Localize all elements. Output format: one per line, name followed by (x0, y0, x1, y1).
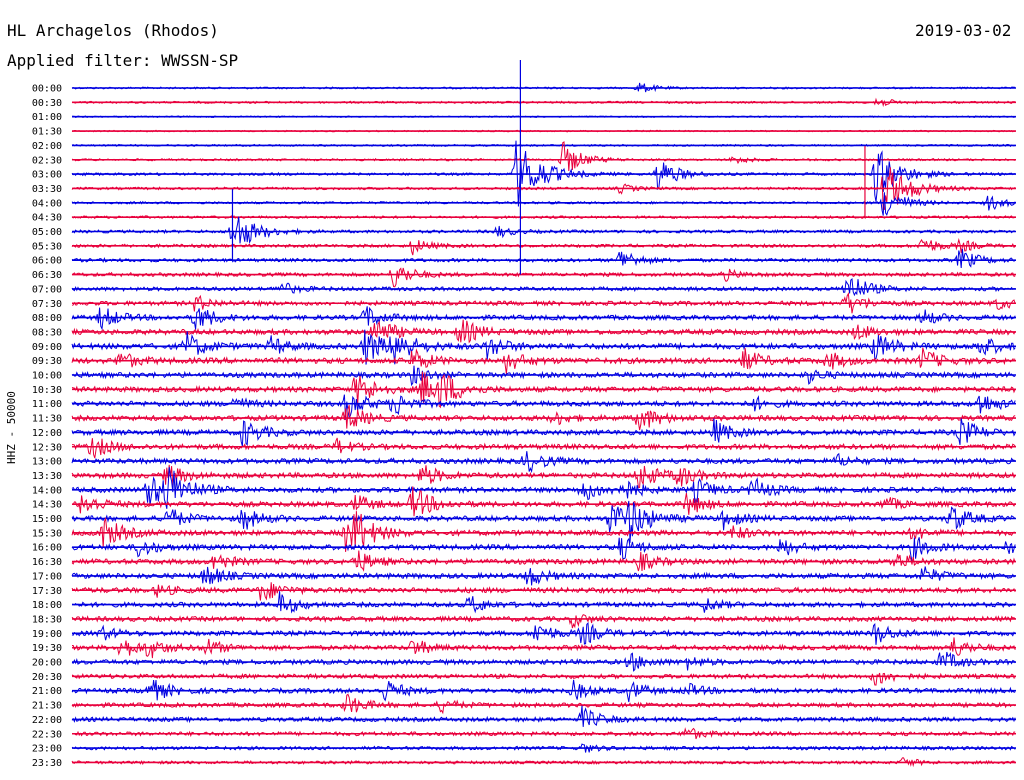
trace-row (71, 267, 1016, 288)
row-time-label: 04:00 (32, 198, 62, 209)
trace-row (72, 437, 1016, 459)
trace-row (71, 591, 1016, 614)
row-time-label: 14:00 (32, 485, 62, 496)
row-time-label: 22:00 (32, 715, 62, 726)
trace-row (71, 347, 1016, 375)
date-label: 2019-03-02 (915, 21, 1012, 40)
trace-row (71, 365, 1016, 387)
trace-row (71, 651, 1016, 672)
row-time-label: 09:30 (32, 356, 62, 367)
row-time-label: 07:00 (32, 284, 62, 295)
row-time-label: 14:30 (32, 500, 62, 511)
trace-row (71, 757, 1016, 768)
spikes (231, 60, 866, 275)
row-time-label: 03:00 (32, 170, 62, 181)
trace-row (71, 237, 1016, 256)
row-time-label: 09:00 (32, 342, 62, 353)
row-time-label: 02:00 (32, 141, 62, 152)
row-time-label: 19:00 (32, 629, 62, 640)
trace-row (71, 464, 1016, 488)
row-time-label: 23:00 (32, 744, 62, 755)
row-time-label: 05:30 (32, 241, 62, 252)
row-time-label: 04:30 (32, 213, 62, 224)
row-time-label: 15:30 (32, 528, 62, 539)
trace-row (71, 582, 1016, 601)
trace-row (71, 248, 1016, 269)
row-time-label: 15:00 (32, 514, 62, 525)
row-time-label: 03:30 (32, 184, 62, 195)
trace-row (72, 637, 1016, 659)
row-time-label: 07:30 (32, 299, 62, 310)
trace-rows: 00:00 00:30 01:00 01:30 02:00 02:30 03:00 03:30… (32, 82, 1016, 769)
row-time-label: 21:00 (32, 686, 62, 697)
trace-row (71, 319, 1016, 344)
row-time-label: 06:00 (32, 256, 62, 267)
row-time-label: 12:00 (32, 428, 62, 439)
row-time-label: 16:00 (32, 543, 62, 554)
row-time-label: 01:00 (32, 112, 62, 123)
trace-row (71, 693, 1016, 715)
trace-row (71, 500, 1016, 543)
row-time-label: 20:00 (32, 658, 62, 669)
row-time-label: 13:30 (32, 471, 62, 482)
row-time-label: 08:30 (32, 327, 62, 338)
trace-row (71, 216, 1016, 245)
row-time-label: 01:30 (32, 127, 62, 138)
row-time-label: 17:30 (32, 586, 62, 597)
trace-row (71, 486, 1016, 517)
row-time-label: 00:30 (32, 98, 62, 109)
row-time-label: 10:00 (32, 371, 62, 382)
filter-label: Applied filter: WWSSN-SP (7, 51, 239, 70)
row-time-label: 10:30 (32, 385, 62, 396)
row-time-label: 08:00 (32, 313, 62, 324)
row-time-label: 06:30 (32, 270, 62, 281)
trace-row (71, 451, 1016, 474)
row-time-label: 17:00 (32, 571, 62, 582)
trace-row (71, 672, 1016, 686)
row-time-label: 13:00 (32, 457, 62, 468)
row-time-label: 20:30 (32, 672, 62, 683)
trace-row (71, 404, 1016, 431)
row-time-label: 11:30 (32, 414, 62, 425)
row-time-label: 18:00 (32, 600, 62, 611)
station-title: HL Archagelos (Rhodos) (7, 21, 219, 40)
row-time-label: 11:00 (32, 399, 62, 410)
row-time-label: 22:30 (32, 729, 62, 740)
trace-row (71, 537, 1016, 562)
row-time-label: 23:30 (32, 758, 62, 769)
row-time-label: 12:30 (32, 442, 62, 453)
row-time-label: 05:00 (32, 227, 62, 238)
trace-row (71, 467, 1016, 509)
trace-row (71, 566, 1016, 586)
row-time-label: 00:00 (32, 84, 62, 95)
row-time-label: 16:30 (32, 557, 62, 568)
row-time-label: 02:30 (32, 155, 62, 166)
row-time-label: 21:30 (32, 701, 62, 712)
row-time-label: 18:30 (32, 614, 62, 625)
trace-row (71, 277, 1016, 297)
trace-row (71, 705, 1016, 727)
row-time-label: 19:30 (32, 643, 62, 654)
trace-row (71, 192, 1016, 216)
